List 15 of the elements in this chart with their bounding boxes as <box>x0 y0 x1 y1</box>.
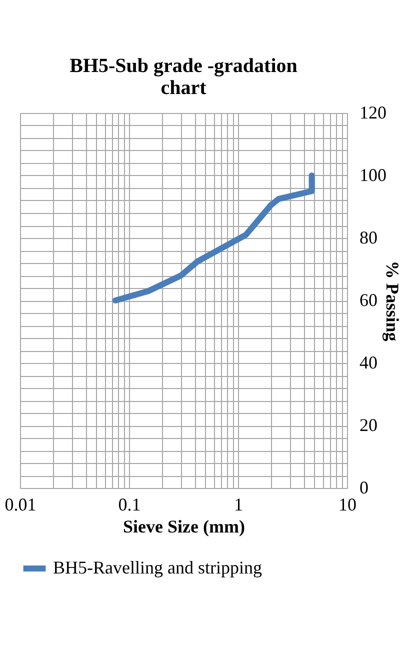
y-tick-label: 40 <box>360 352 378 372</box>
x-axis-title: Sieve Size (mm) <box>123 516 245 536</box>
x-tick-label: 0.1 <box>118 494 141 514</box>
y-tick-label: 100 <box>360 165 386 185</box>
x-tick-label: 1 <box>234 494 243 514</box>
legend-label: BH5-Ravelling and stripping <box>53 558 262 578</box>
chart-title: BH5-Sub grade -gradation chart <box>70 55 298 99</box>
y-tick-label: 120 <box>360 102 386 122</box>
x-tick-label: 10 <box>338 494 356 514</box>
y-tick-label: 20 <box>360 415 378 435</box>
y-tick-label: 80 <box>360 228 378 248</box>
y-axis-title: % Passing <box>382 260 402 342</box>
y-tick-label: 60 <box>360 290 378 310</box>
x-tick-label: 0.01 <box>4 494 36 514</box>
y-tick-label: 0 <box>360 478 368 498</box>
